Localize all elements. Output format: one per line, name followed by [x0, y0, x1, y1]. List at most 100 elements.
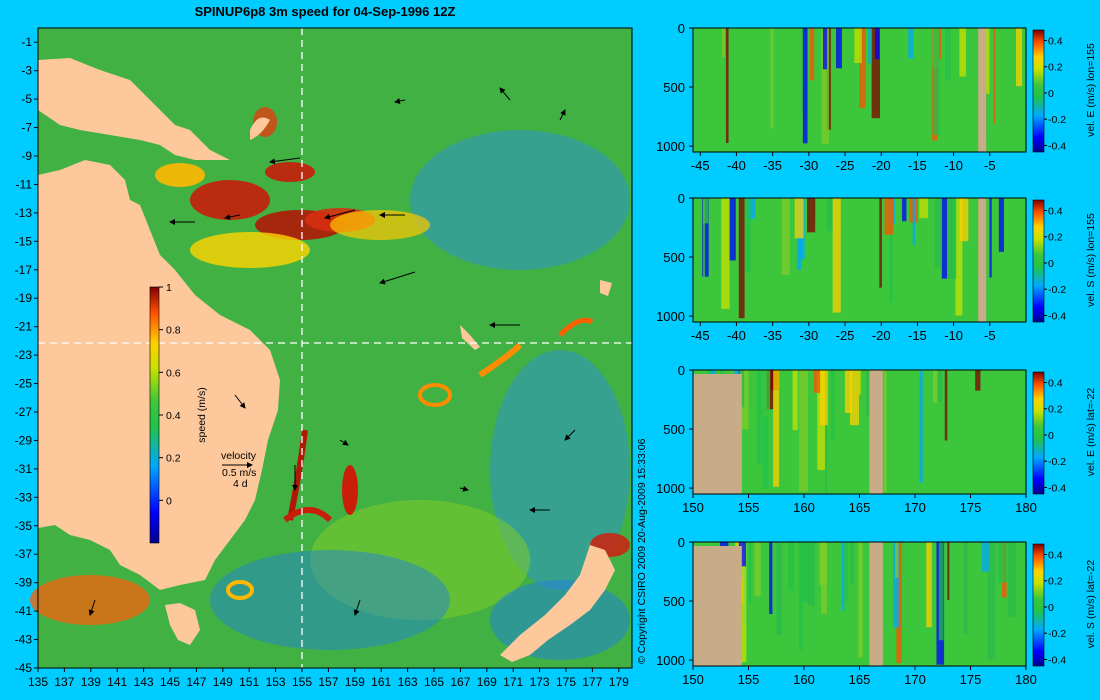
map-x-tick-label: 173	[530, 675, 550, 689]
map-x-tick-label: 135	[28, 675, 48, 689]
section-streak	[879, 198, 882, 288]
section-x-tick-label: -25	[836, 328, 855, 343]
section-streak	[788, 542, 794, 591]
section-streak	[748, 542, 752, 603]
section-streak	[755, 28, 761, 67]
section-colorbar-tick-label: -0.2	[1048, 628, 1066, 640]
section-y-tick-label: 1000	[656, 309, 685, 324]
land-new-britain	[250, 117, 270, 140]
colorbar-tick-label: 1	[166, 282, 172, 294]
section-streak	[868, 28, 871, 64]
section-streak	[807, 542, 815, 606]
section-streak	[1016, 28, 1023, 87]
section-streak	[883, 370, 887, 492]
section-streak	[819, 542, 828, 586]
map-y-tick-label: -5	[21, 92, 32, 106]
map-x-tick-label: 149	[213, 675, 233, 689]
section-colorbar	[1032, 543, 1045, 667]
section-streak	[981, 542, 989, 572]
section-streak	[849, 542, 854, 585]
section-colorbar-tick-label: -0.2	[1048, 456, 1066, 468]
section-panel-S-lat22: 0 500 1000 150 155 160 165 170 175 180 0.4 0.2 0 -0.2…	[656, 535, 1097, 687]
map-x-tick-label: 153	[266, 675, 286, 689]
section-colorbar-label: vel. E (m/s) lon=155	[1085, 43, 1097, 137]
section-streak	[738, 542, 746, 567]
section-x-tick-label: -25	[836, 158, 855, 173]
section-streak	[757, 370, 762, 465]
colorbar-tick-label: 0.2	[166, 453, 181, 465]
map-y-tick-label: -25	[15, 377, 33, 391]
section-streak	[932, 370, 938, 404]
section-y-tick-label: 0	[678, 191, 685, 206]
land-new-guinea	[38, 58, 230, 160]
section-x-tick-label: -20	[872, 158, 891, 173]
map-x-tick-label: 165	[424, 675, 444, 689]
section-colorbar-tick-label: -0.2	[1048, 114, 1066, 126]
section-streak	[721, 28, 725, 58]
map-y-tick-label: -41	[15, 604, 33, 618]
map-x-tick-label: 177	[582, 675, 602, 689]
section-streak	[959, 198, 969, 242]
speed-map	[30, 27, 633, 669]
copyright-note: © Copyright CSIRO 2009 20-Aug-2009 15:33…	[636, 438, 648, 664]
section-streak	[1011, 28, 1014, 138]
section-streak	[763, 370, 770, 417]
section-x-tick-label: -45	[691, 158, 710, 173]
section-x-tick-label: 170	[904, 672, 926, 687]
section-streak	[781, 198, 790, 275]
map-x-axis: 135 137 139 141 143 145 147 149 151 153 155 157 159 1…	[28, 668, 629, 689]
section-streak	[844, 370, 853, 414]
section-x-tick-label: 180	[1015, 672, 1037, 687]
section-streak	[947, 542, 950, 600]
section-streak	[747, 198, 756, 219]
section-y-tick-label: 500	[663, 80, 685, 95]
section-land	[693, 374, 742, 494]
map-x-tick-label: 143	[134, 675, 154, 689]
section-x-tick-label: -5	[984, 328, 996, 343]
velocity-vectors	[88, 87, 576, 616]
section-streak	[944, 28, 951, 81]
velocity-key: velocity 0.5 m/s 4 d	[221, 450, 257, 490]
section-streak	[955, 198, 963, 316]
map-x-tick-label: 141	[107, 675, 127, 689]
section-land	[693, 546, 742, 666]
section-streak	[884, 198, 894, 235]
map-y-tick-label: -19	[15, 291, 33, 305]
section-streak	[820, 370, 828, 426]
section-streak	[773, 370, 780, 487]
section-streak	[936, 370, 943, 402]
section-streak	[975, 370, 981, 391]
section-streak	[770, 28, 774, 129]
section-streak	[854, 28, 862, 63]
section-streak	[821, 28, 829, 144]
map-y-tick-label: -31	[15, 462, 33, 476]
section-colorbar-label: vel. E (m/s) lat=-22	[1085, 388, 1097, 477]
section-streak	[809, 28, 815, 81]
map-x-tick-label: 155	[292, 675, 312, 689]
map-y-tick-label: -7	[21, 121, 32, 135]
map-x-tick-label: 171	[503, 675, 523, 689]
section-x-tick-label: 170	[904, 500, 926, 515]
section-land	[978, 28, 987, 152]
map-x-tick-label: 161	[371, 675, 391, 689]
section-x-tick-label: -35	[763, 158, 782, 173]
section-x-tick-label: -5	[984, 158, 996, 173]
section-colorbar-tick-label: 0	[1048, 88, 1054, 100]
section-streak	[832, 198, 841, 313]
section-y-tick-label: 500	[663, 594, 685, 609]
section-x-tick-label: -15	[908, 158, 927, 173]
section-panel-S-lon155: 0 500 1000 -45 -40 -35 -30 -25 -20 -15 -10 -5 0.4 0.2…	[656, 191, 1097, 343]
section-colorbar-tick-label: -0.4	[1048, 310, 1066, 322]
map-y-tick-label: -21	[15, 320, 33, 334]
section-x-tick-label: -10	[944, 158, 963, 173]
section-streak	[856, 198, 864, 240]
map-y-tick-label: -43	[15, 633, 33, 647]
colorbar-tick-label: 0	[166, 495, 172, 507]
section-x-tick-label: 175	[960, 500, 982, 515]
map-x-tick-label: 179	[609, 675, 629, 689]
section-frame	[692, 27, 1027, 153]
section-colorbar-tick-label: 0.4	[1048, 205, 1063, 217]
section-streak	[725, 28, 729, 144]
map-y-tick-label: -17	[15, 263, 33, 277]
